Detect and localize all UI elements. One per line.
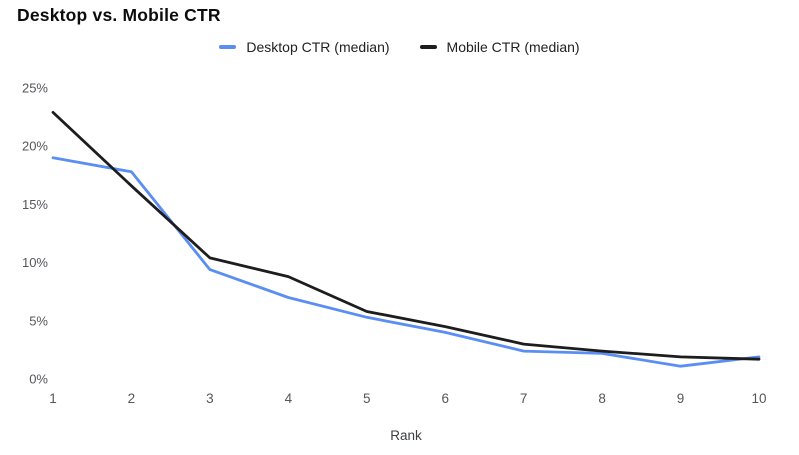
x-axis-tick-label: 1 [49, 391, 57, 406]
desktop-series-marker [219, 44, 237, 50]
x-axis-tick-label: 7 [520, 391, 528, 406]
x-axis-tick-label: 9 [677, 391, 685, 406]
legend-item-desktop: Desktop CTR (median) [219, 39, 390, 55]
x-axis-tick-label: 10 [751, 391, 766, 406]
mobile-series-marker [419, 44, 437, 50]
x-axis-tick-label: 8 [598, 391, 606, 406]
y-axis-tick-label: 0% [29, 372, 48, 387]
y-axis-tick-label: 25% [22, 81, 48, 96]
x-axis-tick-label: 6 [441, 391, 449, 406]
legend-label-mobile: Mobile CTR (median) [446, 39, 580, 55]
x-axis-tick-label: 5 [363, 391, 371, 406]
y-axis-tick-label: 10% [22, 255, 48, 270]
x-axis-tick-label: 2 [128, 391, 136, 406]
legend-label-desktop: Desktop CTR (median) [246, 39, 390, 55]
x-axis-tick-label: 3 [206, 391, 214, 406]
x-axis-title: Rank [390, 428, 422, 443]
series-line-desktop [51, 156, 761, 368]
chart-title: Desktop vs. Mobile CTR [17, 5, 221, 25]
legend-item-mobile: Mobile CTR (median) [419, 39, 580, 55]
chart-legend: Desktop CTR (median) Mobile CTR (median) [0, 39, 799, 55]
y-axis-tick-label: 20% [22, 139, 48, 154]
y-axis-tick-label: 15% [22, 197, 48, 212]
series-line-mobile [51, 111, 761, 361]
x-axis-tick-label: 4 [285, 391, 293, 406]
y-axis-tick-label: 5% [29, 313, 48, 328]
